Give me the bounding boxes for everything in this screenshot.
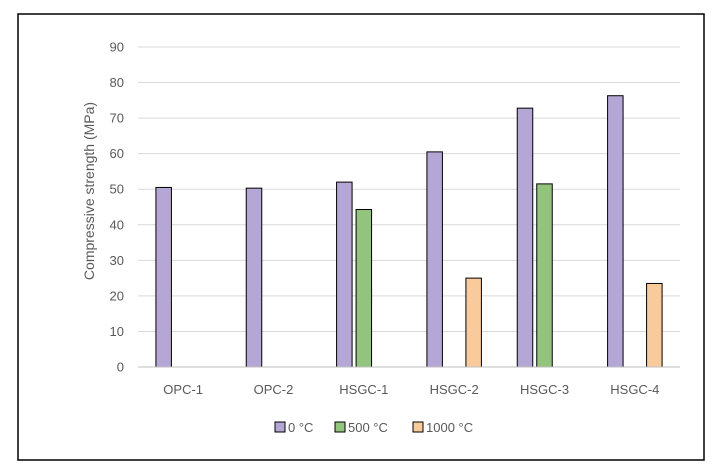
x-tick-label: HSGC-3	[520, 382, 569, 397]
y-tick-label: 70	[110, 111, 124, 126]
bar	[426, 151, 443, 368]
bar	[516, 107, 534, 368]
legend-label: 0 °C	[288, 420, 313, 435]
x-tick-label: HSGC-4	[610, 382, 659, 397]
legend-swatch	[274, 421, 286, 433]
legend-label: 500 °C	[348, 420, 388, 435]
y-tick-label: 50	[110, 182, 124, 197]
x-tick-label: OPC-2	[254, 382, 294, 397]
bars	[155, 95, 663, 368]
x-tick-label: HSGC-2	[430, 382, 479, 397]
y-tick-label: 10	[110, 324, 124, 339]
y-tick-label: 60	[110, 146, 124, 161]
bar	[336, 181, 353, 368]
gridlines	[138, 46, 680, 332]
bar	[646, 282, 663, 368]
y-tick-label: 40	[110, 217, 124, 232]
y-tick-labels: 0 10 20 30 40 50 60 70 80 90	[110, 40, 124, 375]
y-tick-label: 80	[110, 75, 124, 90]
y-axis-title: Compressive strength (MPa)	[81, 102, 97, 280]
legend-swatch	[334, 421, 346, 433]
bar	[245, 187, 263, 368]
y-tick-label: 20	[110, 288, 124, 303]
y-tick-label: 30	[110, 253, 124, 268]
bar	[155, 186, 172, 368]
legend-swatch	[412, 421, 424, 433]
legend: 0 °C 500 °C 1000 °C	[274, 420, 473, 435]
bar	[607, 95, 624, 368]
bar	[355, 208, 373, 368]
x-tick-label: OPC-1	[163, 382, 203, 397]
x-tick-label: HSGC-1	[339, 382, 388, 397]
y-tick-label: 90	[110, 40, 124, 55]
bar	[465, 277, 482, 368]
x-tick-labels: OPC-1 OPC-2 HSGC-1 HSGC-2 HSGC-3 HSGC-4	[163, 382, 659, 397]
bar	[536, 183, 553, 368]
y-tick-label: 0	[117, 360, 124, 375]
legend-label: 1000 °C	[426, 420, 473, 435]
